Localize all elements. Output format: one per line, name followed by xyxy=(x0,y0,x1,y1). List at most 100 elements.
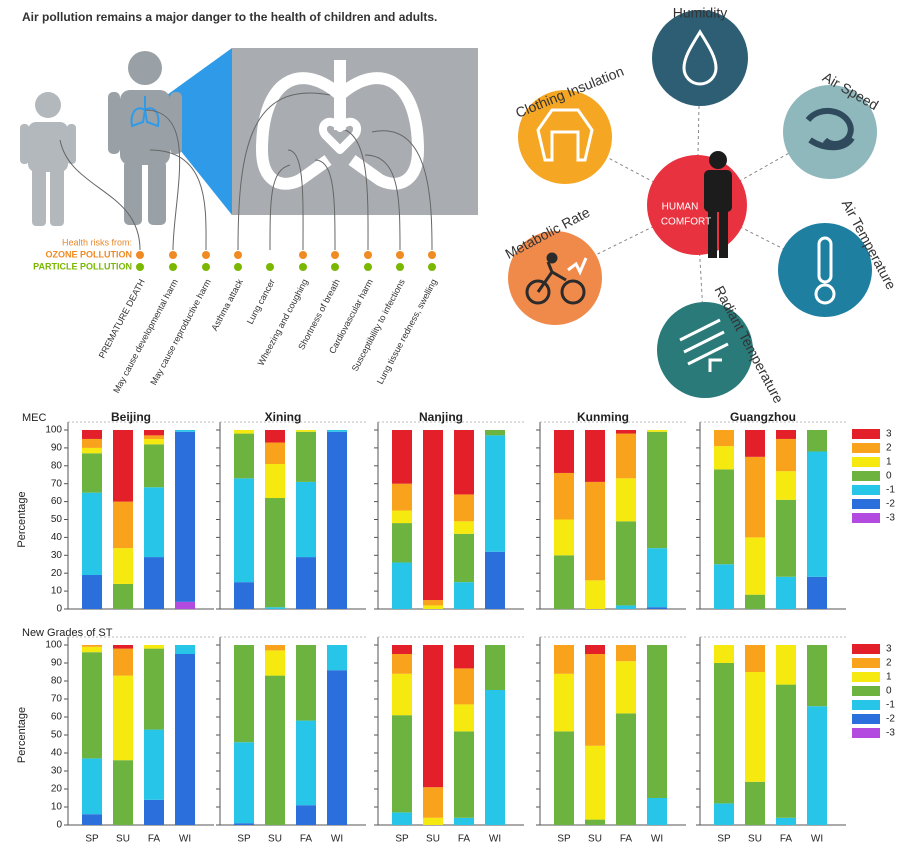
bar-segment xyxy=(454,731,474,818)
panel-title: Nanjing xyxy=(419,410,463,424)
legend-label: -2 xyxy=(886,499,895,510)
bar-segment xyxy=(82,430,102,439)
jacket-icon xyxy=(536,108,594,162)
x-tick-label: WI xyxy=(489,834,501,845)
bar-segment xyxy=(82,814,102,825)
x-tick-label: SU xyxy=(748,834,762,845)
bar-segment xyxy=(554,555,574,609)
bar-segment xyxy=(144,645,164,649)
bar-segment xyxy=(616,478,636,522)
bar-segment xyxy=(113,675,133,761)
bar-segment xyxy=(423,600,443,606)
panel-title: Beijing xyxy=(111,410,151,424)
bar-segment xyxy=(647,431,667,549)
risk-label: Lung tissue redness, swelling xyxy=(375,277,439,386)
bar-segment xyxy=(265,442,285,465)
bar-segment xyxy=(807,576,827,609)
particle-dot xyxy=(169,263,177,271)
bar-segment xyxy=(616,605,636,609)
bar-segment xyxy=(234,582,254,609)
x-tick-label: SU xyxy=(268,834,282,845)
air-speed-circle xyxy=(783,85,877,179)
bar-segment xyxy=(113,548,133,584)
legend-label: -1 xyxy=(886,700,895,711)
bar-segment xyxy=(113,648,133,676)
bar-segment xyxy=(554,731,574,825)
bar-segment xyxy=(616,661,636,714)
humidity-circle xyxy=(652,10,748,106)
legend-swatch xyxy=(852,672,880,682)
bar-segment xyxy=(265,430,285,443)
bar-segment xyxy=(616,433,636,479)
particle-dot xyxy=(299,263,307,271)
bar-segment xyxy=(392,673,412,716)
bar-segment xyxy=(234,478,254,583)
wind-icon xyxy=(805,108,855,151)
beam xyxy=(160,48,232,215)
bar-segment xyxy=(616,645,636,662)
bar-segment xyxy=(392,430,412,484)
bar-segment xyxy=(776,499,796,577)
bar-segment xyxy=(113,760,133,825)
bar-segment xyxy=(392,645,412,654)
bar-segment xyxy=(144,799,164,825)
particle-dot xyxy=(428,263,436,271)
bar-segment xyxy=(776,471,796,500)
y-tick-label: 30 xyxy=(51,766,63,777)
bar-segment xyxy=(585,819,605,825)
panel-title: Xining xyxy=(265,410,302,424)
y-tick-label: 20 xyxy=(51,568,63,579)
particle-label: PARTICLE POLLUTION xyxy=(33,261,132,271)
bar-segment xyxy=(265,645,285,651)
bar-segment xyxy=(82,492,102,575)
ozone-dot xyxy=(428,251,436,259)
y-tick-label: 70 xyxy=(51,478,63,489)
bar-segment xyxy=(585,654,605,746)
bar-segment xyxy=(745,537,765,595)
small-lungs xyxy=(130,96,160,128)
bar-segment xyxy=(714,446,734,470)
bar-segment xyxy=(296,805,316,825)
bar-segment xyxy=(392,654,412,674)
x-tick-label: WI xyxy=(331,834,343,845)
bar-segment xyxy=(454,521,474,534)
bar-segment xyxy=(423,605,443,609)
bar-segment xyxy=(234,433,254,479)
legend-swatch xyxy=(852,429,880,439)
risk-label: Asthma attack xyxy=(209,277,245,332)
bar-segment xyxy=(234,645,254,743)
bar-segment xyxy=(647,430,667,432)
legend-label: 0 xyxy=(886,686,892,697)
bar-segment xyxy=(745,781,765,825)
legend-label: -2 xyxy=(886,714,895,725)
legend-swatch xyxy=(852,714,880,724)
bar-segment xyxy=(392,483,412,511)
legend-swatch xyxy=(852,513,880,523)
bar-segment xyxy=(485,435,505,552)
x-tick-label: SP xyxy=(717,834,731,845)
row-label: New Grades of ST xyxy=(22,627,113,639)
bar-segment xyxy=(776,438,796,472)
legend-swatch xyxy=(852,686,880,696)
bar-segment xyxy=(616,713,636,825)
x-tick-label: FA xyxy=(148,834,161,845)
infographic: Air pollution remains a major danger to … xyxy=(20,10,478,395)
y-tick-label: 80 xyxy=(51,676,63,687)
bar-segment xyxy=(745,645,765,672)
bar-segment xyxy=(807,645,827,707)
legend-swatch xyxy=(852,728,880,738)
bar-segment xyxy=(714,645,734,663)
y-tick-label: 10 xyxy=(51,586,63,597)
bar-segment xyxy=(265,498,285,608)
bar-segment xyxy=(327,645,347,671)
bar-segment xyxy=(82,447,102,454)
bar-segment xyxy=(265,464,285,499)
legend-swatch xyxy=(852,485,880,495)
bar-segment xyxy=(265,675,285,825)
bar-segment xyxy=(234,823,254,825)
ozone-dot xyxy=(299,251,307,259)
center-label-1: HUMAN xyxy=(662,202,699,213)
bar-segment xyxy=(554,519,574,556)
